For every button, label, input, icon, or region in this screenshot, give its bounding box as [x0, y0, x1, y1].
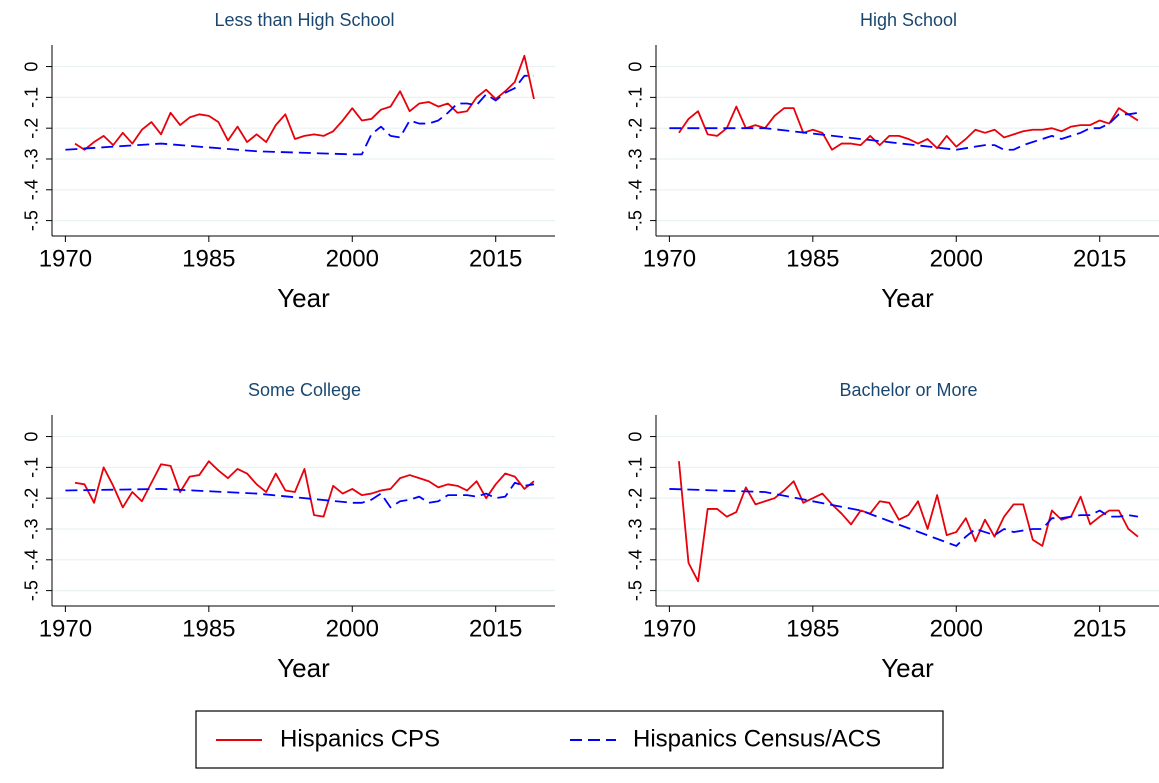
y-tick-label: -.2	[626, 488, 646, 509]
data-line	[678, 105, 1139, 151]
y-tick-label: -.2	[626, 118, 646, 139]
x-tick-label: 1985	[182, 615, 235, 642]
panel-title: High School	[860, 10, 957, 30]
panel-title: Some College	[248, 380, 361, 400]
y-tick-label: -.1	[626, 87, 646, 108]
y-tick-label: -.5	[22, 210, 42, 231]
y-tick-label: -.5	[22, 580, 42, 601]
y-tick-label: -.4	[626, 549, 646, 570]
panel: High School -.5 -.4 -.3 -.2 -.1 0 1970 1985 2000 2…	[626, 10, 1159, 313]
legend-label: Hispanics Census/ACS	[633, 725, 881, 752]
panel: Less than High School -.5 -.4 -.3 -.2 -.1 0 197…	[22, 10, 555, 313]
panel-title: Less than High School	[214, 10, 394, 30]
x-tick-label: 1970	[39, 615, 92, 642]
panel: Some College -.5 -.4 -.3 -.2 -.1 0 1970 1985 2000…	[22, 380, 555, 683]
y-tick-label: 0	[626, 432, 646, 442]
data-line	[74, 460, 535, 518]
x-tick-label: 1985	[182, 245, 235, 272]
x-tick-label: 1985	[786, 245, 839, 272]
y-tick-label: -.2	[22, 118, 42, 139]
y-tick-label: -.4	[22, 179, 42, 200]
data-line	[65, 481, 535, 509]
y-tick-label: -.3	[626, 518, 646, 539]
x-tick-label: 2015	[1073, 245, 1126, 272]
x-tick-label: 1985	[786, 615, 839, 642]
x-tick-label: 1970	[643, 615, 696, 642]
y-tick-label: -.3	[22, 518, 42, 539]
y-tick-label: -.4	[626, 179, 646, 200]
y-tick-label: -.1	[626, 457, 646, 478]
panel-title: Bachelor or More	[839, 380, 977, 400]
y-tick-label: -.5	[626, 580, 646, 601]
data-line	[678, 461, 1139, 583]
x-tick-label: 2015	[1073, 615, 1126, 642]
x-tick-label: 1970	[643, 245, 696, 272]
y-tick-label: -.3	[626, 148, 646, 169]
y-tick-label: 0	[22, 432, 42, 442]
legend-label: Hispanics CPS	[280, 725, 440, 752]
x-axis-label: Year	[277, 283, 330, 313]
x-tick-label: 2015	[469, 245, 522, 272]
x-tick-label: 2015	[469, 615, 522, 642]
data-line	[669, 488, 1139, 547]
panel: Bachelor or More -.5 -.4 -.3 -.2 -.1 0 1970 1985…	[626, 380, 1159, 683]
x-axis-label: Year	[881, 653, 934, 683]
y-tick-label: -.1	[22, 457, 42, 478]
x-tick-label: 2000	[930, 615, 983, 642]
y-tick-label: -.2	[22, 488, 42, 509]
x-axis-label: Year	[881, 283, 934, 313]
y-tick-label: 0	[626, 62, 646, 72]
x-tick-label: 2000	[326, 245, 379, 272]
y-tick-label: -.3	[22, 148, 42, 169]
y-tick-label: -.1	[22, 87, 42, 108]
x-tick-label: 2000	[326, 615, 379, 642]
y-tick-label: -.5	[626, 210, 646, 231]
y-tick-label: 0	[22, 62, 42, 72]
x-axis-label: Year	[277, 653, 330, 683]
data-line	[65, 74, 534, 156]
y-tick-label: -.4	[22, 549, 42, 570]
x-tick-label: 1970	[39, 245, 92, 272]
data-line	[669, 111, 1139, 151]
data-line	[74, 54, 535, 151]
legend-box	[195, 710, 944, 769]
x-tick-label: 2000	[930, 245, 983, 272]
